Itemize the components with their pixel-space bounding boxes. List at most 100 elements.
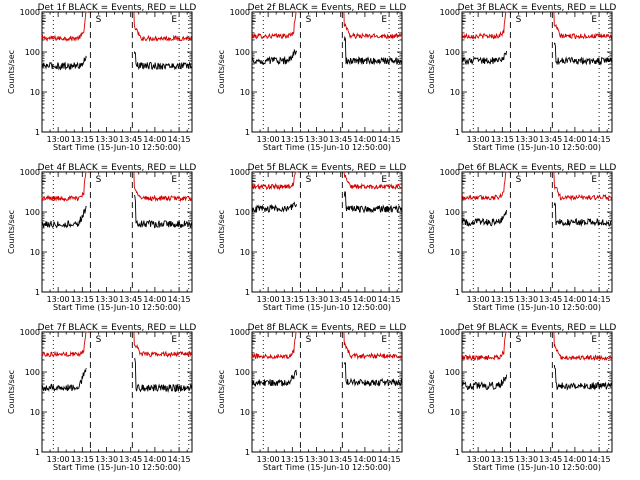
segment-marker: E <box>381 335 387 345</box>
lld-series-line <box>41 331 88 358</box>
x-tick-label: 13:30 <box>305 295 328 304</box>
segment-marker: S <box>306 175 312 185</box>
x-axis-label: Start Time (15-Jun-10 12:50:00) <box>53 303 181 312</box>
segment-marker: S <box>516 335 522 345</box>
lld-series-line <box>553 11 613 40</box>
y-tick-label: 1 <box>455 448 460 457</box>
x-tick-label: 13:00 <box>467 295 490 304</box>
x-tick-label: 13:45 <box>329 135 352 144</box>
x-tick-label: 13:45 <box>329 455 352 464</box>
x-tick-label: 13:15 <box>281 135 304 144</box>
x-tick-label: 14:00 <box>143 455 166 464</box>
y-tick-label: 1 <box>245 288 250 297</box>
segment-marker: E <box>591 335 597 345</box>
panel-title: Det 7f BLACK = Events, RED = LLD <box>38 323 197 333</box>
panel-3: Det 3f BLACK = Events, RED = LLD 1 10 100 10… <box>427 3 616 152</box>
x-tick-label: 13:15 <box>71 295 94 304</box>
x-tick-label: 14:15 <box>378 295 401 304</box>
lld-series-line <box>461 331 508 361</box>
x-tick-label: 13:30 <box>515 135 538 144</box>
y-axis-label: Counts/sec <box>7 370 16 414</box>
lld-series-line <box>461 171 508 201</box>
x-tick-label: 13:45 <box>539 455 562 464</box>
events-series-line <box>251 201 298 214</box>
segment-marker: E <box>41 335 47 345</box>
segment-marker: E <box>461 175 467 185</box>
panel-6: Det 6f BLACK = Events, RED = LLD 1 10 100 10… <box>427 163 616 312</box>
segment-marker: E <box>171 15 177 25</box>
y-tick-label: 1 <box>35 128 40 137</box>
y-axis-label: Counts/sec <box>217 50 226 94</box>
events-series-line <box>133 357 193 393</box>
y-tick-label: 1 <box>245 448 250 457</box>
segment-marker: E <box>41 15 47 25</box>
y-tick-label: 1000 <box>230 8 250 17</box>
x-tick-label: 13:00 <box>47 295 70 304</box>
y-axis-label: Counts/sec <box>427 370 436 414</box>
y-tick-label: 1000 <box>20 328 40 337</box>
events-series-line <box>553 364 613 391</box>
x-tick-label: 14:15 <box>168 135 191 144</box>
y-tick-label: 100 <box>235 368 250 377</box>
x-tick-label: 14:00 <box>353 135 376 144</box>
lld-series-line <box>133 171 193 203</box>
x-axis-label: Start Time (15-Jun-10 12:50:00) <box>473 463 601 472</box>
events-series-line <box>133 51 193 71</box>
x-axis-label: Start Time (15-Jun-10 12:50:00) <box>53 143 181 152</box>
panel-title: Det 1f BLACK = Events, RED = LLD <box>38 3 197 13</box>
x-tick-label: 13:30 <box>95 455 118 464</box>
lld-series-line <box>251 331 298 360</box>
segment-marker: E <box>461 335 467 345</box>
y-tick-label: 10 <box>240 88 250 97</box>
x-tick-label: 13:30 <box>515 455 538 464</box>
y-tick-label: 1000 <box>440 8 460 17</box>
panel-title: Det 4f BLACK = Events, RED = LLD <box>38 163 197 173</box>
x-tick-label: 13:00 <box>257 135 280 144</box>
x-axis-label: Start Time (15-Jun-10 12:50:00) <box>263 143 391 152</box>
y-tick-label: 10 <box>30 408 40 417</box>
x-tick-label: 13:00 <box>467 135 490 144</box>
segment-marker: S <box>96 15 102 25</box>
segment-marker: E <box>41 175 47 185</box>
plot-frame <box>461 331 613 453</box>
panel-2: Det 2f BLACK = Events, RED = LLD 1 10 100 10… <box>217 3 406 152</box>
segment-marker: E <box>591 15 597 25</box>
lld-series-line <box>461 11 508 40</box>
panel-7: Det 7f BLACK = Events, RED = LLD 1 10 100 10… <box>7 323 196 472</box>
x-tick-label: 13:15 <box>491 135 514 144</box>
events-series-line <box>461 50 508 65</box>
lld-series-line <box>343 331 402 361</box>
segment-marker: E <box>251 175 257 185</box>
lld-series-line <box>41 11 88 42</box>
events-series-line <box>461 374 508 391</box>
x-tick-label: 14:15 <box>588 455 611 464</box>
y-tick-label: 100 <box>235 48 250 57</box>
x-tick-label: 14:15 <box>588 295 611 304</box>
y-tick-label: 1 <box>245 128 250 137</box>
segment-marker: E <box>591 175 597 185</box>
x-tick-label: 14:15 <box>378 455 401 464</box>
y-axis-label: Counts/sec <box>217 370 226 414</box>
y-tick-label: 100 <box>25 48 40 57</box>
events-series-line <box>461 209 508 227</box>
panel-title: Det 3f BLACK = Events, RED = LLD <box>458 3 617 13</box>
y-tick-label: 1 <box>455 128 460 137</box>
x-axis-label: Start Time (15-Jun-10 12:50:00) <box>473 303 601 312</box>
plot-frame <box>251 11 403 133</box>
x-tick-label: 13:15 <box>71 135 94 144</box>
events-series-line <box>343 362 403 388</box>
segment-marker: E <box>251 15 257 25</box>
x-tick-label: 13:15 <box>71 455 94 464</box>
y-tick-label: 10 <box>30 88 40 97</box>
events-series-line <box>42 55 87 71</box>
lld-series-line <box>251 171 298 191</box>
y-axis-label: Counts/sec <box>7 210 16 254</box>
segment-marker: S <box>96 175 102 185</box>
x-axis-label: Start Time (15-Jun-10 12:50:00) <box>263 303 391 312</box>
segment-marker: E <box>251 335 257 345</box>
y-tick-label: 1 <box>455 288 460 297</box>
segment-marker: S <box>96 335 102 345</box>
x-tick-label: 13:00 <box>47 455 70 464</box>
panel-8: Det 8f BLACK = Events, RED = LLD 1 10 100 10… <box>217 323 406 472</box>
segment-marker: S <box>306 335 312 345</box>
